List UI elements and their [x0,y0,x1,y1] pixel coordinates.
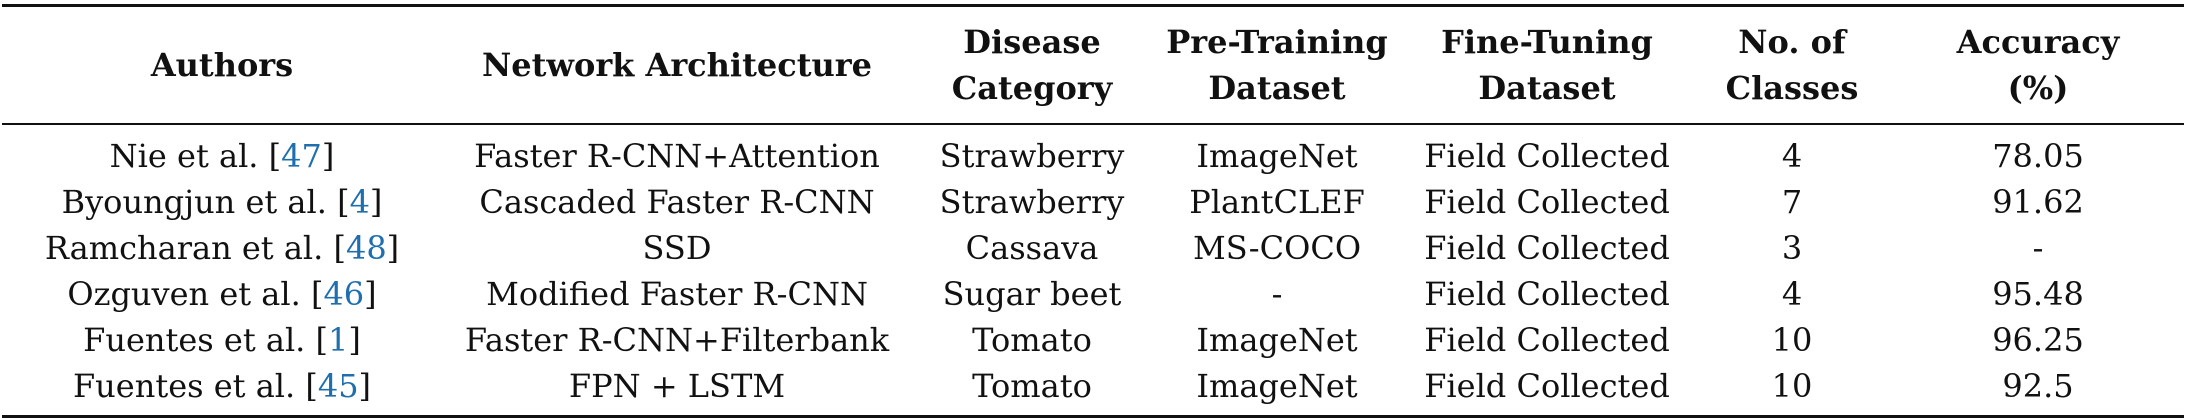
cell-classes: 4 [1781,137,1803,175]
header-network-architecture: Network Architecture [482,46,872,84]
citation-link[interactable]: 45 [317,367,359,405]
cell-disease: Strawberry [939,183,1125,221]
cell-disease: Sugar beet [942,275,1122,313]
cell-accuracy: - [2032,229,2044,267]
cell-architecture: Cascaded Faster R-CNN [479,183,875,221]
citation-link[interactable]: 47 [281,137,322,175]
cell-architecture: Faster R-CNN+Attention [474,137,880,175]
table-row: Nie et al. [47] Faster R-CNN+Attention S… [2,124,2184,179]
table-row: Fuentes et al. [45] FPN + LSTM Tomato Im… [2,363,2184,417]
citation-link[interactable]: 48 [345,229,387,267]
cell-author: Byoungjun et al. [4] [61,183,383,221]
cell-finetuning: Field Collected [1424,183,1670,221]
cell-author: Nie et al. [47] [109,137,335,175]
table-row: Ozguven et al. [46] Modified Faster R-CN… [2,271,2184,317]
cell-disease: Strawberry [939,137,1125,175]
cell-architecture: Modified Faster R-CNN [486,275,868,313]
cell-accuracy: 78.05 [1992,137,2084,175]
cell-classes: 10 [1771,367,1813,405]
cell-author: Ozguven et al. [46] [67,275,377,313]
cell-accuracy: 92.5 [2002,367,2074,405]
cell-finetuning: Field Collected [1424,229,1670,267]
cell-accuracy: 95.48 [1992,275,2084,313]
cell-accuracy: 96.25 [1992,321,2084,359]
header-disease-category: Disease Category [951,23,1113,107]
cell-classes: 10 [1771,321,1813,359]
cell-architecture: SSD [642,229,712,267]
cell-pretraining: MS-COCO [1192,229,1362,267]
cell-pretraining: PlantCLEF [1189,183,1365,221]
cell-finetuning: Field Collected [1424,137,1670,175]
cell-pretraining: ImageNet [1196,137,1358,175]
cell-finetuning: Field Collected [1424,321,1670,359]
cell-classes: 7 [1781,183,1803,221]
cell-author: Ramcharan et al. [48] [44,229,400,267]
table-row: Ramcharan et al. [48] SSD Cassava MS-COC… [2,225,2184,271]
citation-link[interactable]: 46 [323,275,365,313]
cell-disease: Cassava [965,229,1099,267]
citation-link[interactable]: 1 [328,321,349,359]
header-row: Authors Network Architecture Disease Cate… [2,5,2184,124]
cell-classes: 4 [1781,275,1803,313]
cell-pretraining: - [1271,275,1283,313]
header-finetuning-dataset: Fine-Tuning Dataset [1441,23,1653,107]
comparison-table: Authors Network Architecture Disease Cate… [2,4,2184,418]
table-row: Fuentes et al. [1] Faster R-CNN+Filterba… [2,317,2184,363]
citation-link[interactable]: 4 [349,183,370,221]
cell-disease: Tomato [972,367,1092,405]
cell-author: Fuentes et al. [1] [83,321,361,359]
cell-disease: Tomato [972,321,1092,359]
table-header: Authors Network Architecture Disease Cate… [2,5,2184,124]
cell-accuracy: 91.62 [1992,183,2084,221]
header-number-of-classes: No. of Classes [1725,23,1859,107]
cell-pretraining: ImageNet [1196,321,1358,359]
cell-finetuning: Field Collected [1424,275,1670,313]
cell-architecture: FPN + LSTM [568,367,786,405]
cell-finetuning: Field Collected [1424,367,1670,405]
table-row: Byoungjun et al. [4] Cascaded Faster R-C… [2,179,2184,225]
cell-architecture: Faster R-CNN+Filterbank [464,321,890,359]
cell-author: Fuentes et al. [45] [72,367,372,405]
cell-pretraining: ImageNet [1196,367,1358,405]
table-body: Nie et al. [47] Faster R-CNN+Attention S… [2,124,2184,417]
header-authors: Authors [150,46,294,84]
header-accuracy: Accuracy (%) [1956,23,2120,107]
cell-classes: 3 [1781,229,1803,267]
header-pretraining-dataset: Pre-Training Dataset [1166,23,1388,107]
